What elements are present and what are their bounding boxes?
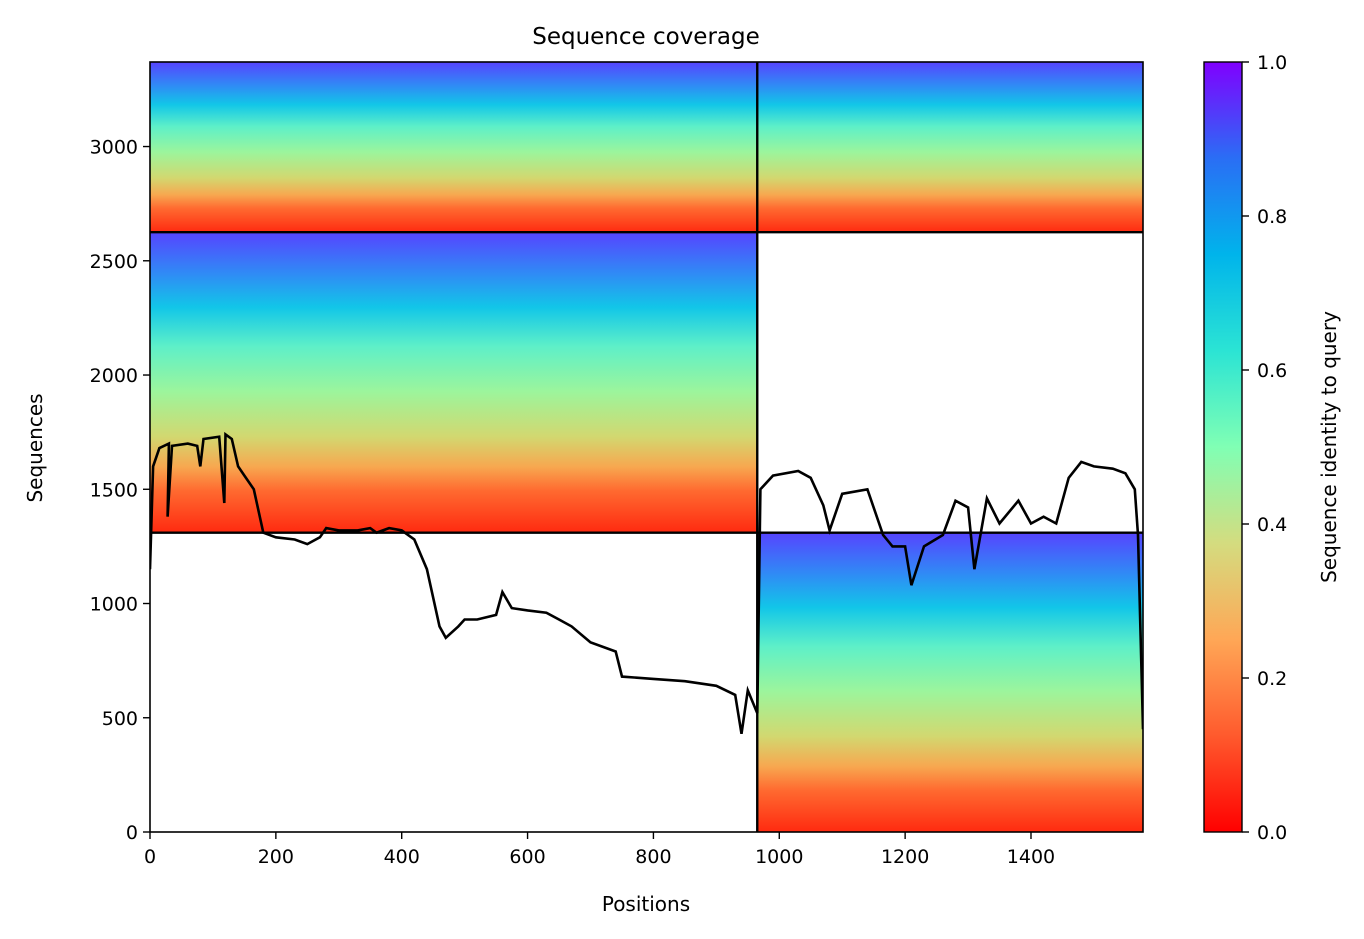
chart-title: Sequence coverage xyxy=(532,24,760,50)
colorbar-tick-label: 0.8 xyxy=(1257,206,1287,228)
y-tick-label: 2500 xyxy=(90,251,138,273)
x-tick-label: 0 xyxy=(144,846,156,868)
x-tick-label: 200 xyxy=(258,846,294,868)
colorbar-tick-label: 0.4 xyxy=(1257,514,1287,536)
coverage-line xyxy=(150,431,1143,735)
y-axis-label: Sequences xyxy=(23,393,47,502)
coverage-block-4 xyxy=(757,532,1143,832)
colorbar-tick-label: 0.2 xyxy=(1257,668,1287,690)
colorbar-label: Sequence identity to query xyxy=(1317,311,1341,583)
colorbar-ticks: 0.0 0.2 0.4 0.6 0.8 1.0 xyxy=(1242,52,1287,844)
coverage-block-2 xyxy=(757,62,1143,233)
colorbar-tick-label: 1.0 xyxy=(1257,52,1287,74)
x-axis-label: Positions xyxy=(602,892,690,916)
colorbar: 0.0 0.2 0.4 0.6 0.8 1.0 Sequence identity to … xyxy=(1203,52,1341,844)
colorbar-tick-label: 0.6 xyxy=(1257,360,1287,382)
y-axis: 0 500 1000 1500 2000 2500 3000 xyxy=(90,137,150,844)
plot-frame xyxy=(149,61,1144,833)
x-tick-label: 600 xyxy=(509,846,545,868)
x-tick-label: 1400 xyxy=(1007,846,1055,868)
coverage-block-1 xyxy=(150,62,758,233)
colorbar-gradient xyxy=(1203,61,1243,833)
y-tick-label: 2000 xyxy=(90,365,138,387)
y-tick-label: 0 xyxy=(126,822,138,844)
coverage-blocks xyxy=(150,62,1143,832)
x-tick-label: 400 xyxy=(384,846,420,868)
y-tick-label: 1500 xyxy=(90,479,138,501)
x-tick-label: 800 xyxy=(635,846,671,868)
y-tick-label: 3000 xyxy=(90,137,138,159)
coverage-block-3 xyxy=(150,232,758,533)
colorbar-tick-label: 0.0 xyxy=(1257,822,1287,844)
x-tick-label: 1000 xyxy=(755,846,803,868)
plot-area xyxy=(149,61,1144,833)
y-tick-label: 1000 xyxy=(90,594,138,616)
x-axis: 0 200 400 600 800 1000 1200 1400 xyxy=(144,832,1055,868)
x-tick-label: 1200 xyxy=(881,846,929,868)
y-tick-label: 500 xyxy=(102,708,138,730)
